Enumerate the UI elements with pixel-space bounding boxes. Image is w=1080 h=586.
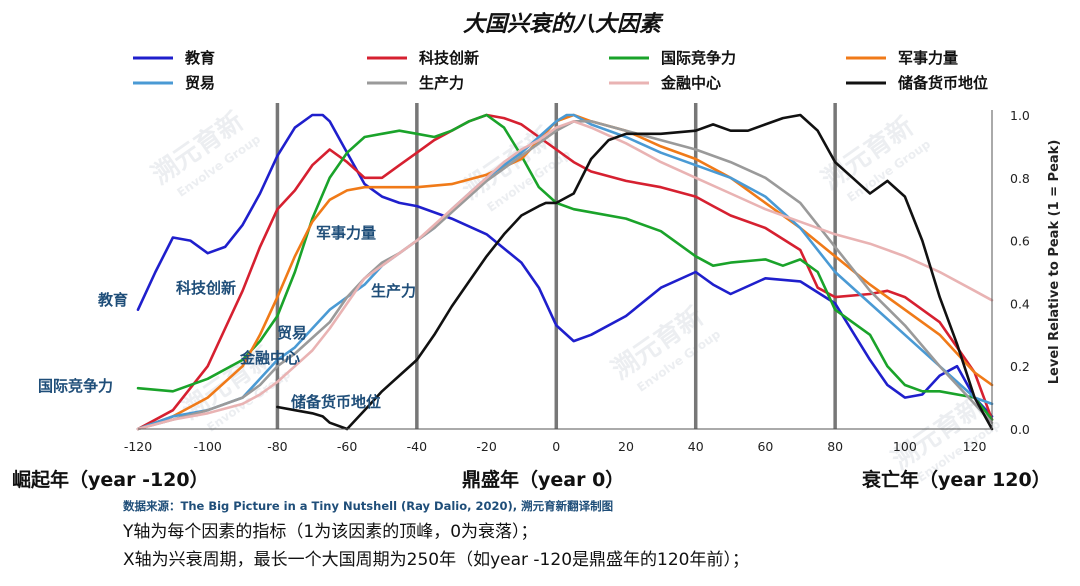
annotation-productivity: 生产力 [371, 282, 416, 300]
phase-decline-label: 衰亡年（year 120） [861, 468, 1051, 491]
plot-area: -120 -100 -80 -60 -40 -20 0 20 40 60 80 100 120 0.00… [124, 103, 1030, 454]
series-line-4 [136, 113, 994, 431]
note-x-axis: X轴为兴衰周期，最长一个大国周期为250年（如year -120是鼎盛年的120… [123, 550, 749, 570]
x-tick-label: -100 [194, 439, 222, 454]
series-line-5 [136, 120, 994, 431]
chart-title: 大国兴衰的八大因素 [463, 11, 664, 37]
x-tick-label: 80 [827, 439, 843, 454]
x-tick-label: 100 [893, 439, 917, 454]
x-tick-labels: -120 -100 -80 -60 -40 -20 0 20 40 60 80 100 120 [124, 439, 987, 454]
annotation-competitiveness: 国际竞争力 [38, 377, 113, 395]
y-tick-label: 0.8 [1010, 171, 1030, 186]
y-tick-label: 0.0 [1010, 422, 1030, 437]
legend-label: 生产力 [419, 74, 464, 92]
x-tick-label: -20 [476, 439, 496, 454]
x-tick-label: -80 [267, 439, 287, 454]
annotation-trade: 贸易 [277, 324, 307, 342]
y-tick-labels: 0.0 0.2 0.4 0.6 0.8 1.0 [1010, 108, 1030, 437]
legend-label: 军事力量 [898, 49, 958, 67]
x-tick-label: 40 [688, 439, 704, 454]
series-line-2 [136, 113, 994, 421]
series-line-3 [136, 113, 994, 431]
x-tick-label: 0 [552, 439, 560, 454]
annotation-education: 教育 [97, 291, 128, 309]
series-line-6 [136, 120, 994, 431]
vertical-lines [275, 103, 837, 429]
annotation-financial-center: 金融中心 [239, 349, 300, 367]
y-tick-label: 0.2 [1010, 359, 1030, 374]
source-text: 数据来源：The Big Picture in a Tiny Nutshell … [123, 499, 613, 513]
x-tick-label: -60 [337, 439, 357, 454]
annotation-reserve-currency: 储备货币地位 [291, 393, 381, 411]
series-line-0 [136, 113, 994, 418]
legend-label: 储备货币地位 [898, 74, 988, 92]
phase-peak-label: 鼎盛年（year 0） [462, 468, 624, 491]
legend-label: 贸易 [185, 74, 215, 92]
x-tick-label: 60 [757, 439, 773, 454]
x-tick-label: -40 [407, 439, 427, 454]
legend-label: 金融中心 [660, 74, 721, 92]
y-tick-label: 1.0 [1010, 108, 1030, 123]
y-axis-label: Level Relative to Peak (1 = Peak) [1047, 140, 1062, 385]
legend-label: 国际竞争力 [661, 49, 736, 67]
y-tick-label: 0.4 [1010, 296, 1030, 311]
y-tick-label: 0.6 [1010, 234, 1030, 249]
annotation-innovation: 科技创新 [176, 279, 236, 297]
logo-watermark: 大数跨境 [14, 563, 78, 582]
legend-label: 科技创新 [419, 49, 479, 67]
legend-label: 教育 [184, 49, 215, 67]
x-tick-label: 20 [618, 439, 634, 454]
phase-rise-label: 崛起年（year -120） [12, 468, 209, 491]
note-y-axis: Y轴为每个因素的指标（1为该因素的顶峰，0为衰落）； [122, 522, 538, 542]
series-line-7 [276, 113, 994, 431]
series-layer [136, 113, 994, 431]
annotation-military: 军事力量 [316, 224, 376, 242]
x-tick-label: 120 [963, 439, 987, 454]
x-tick-label: -120 [124, 439, 152, 454]
